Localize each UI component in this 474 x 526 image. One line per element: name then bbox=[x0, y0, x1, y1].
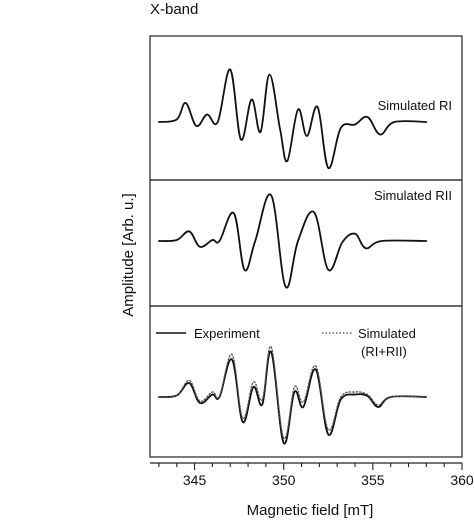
panel-frames bbox=[149, 35, 463, 458]
x-tick-label-350: 350 bbox=[272, 472, 296, 488]
panel-label-2: Simulated RII bbox=[374, 188, 452, 203]
y-axis-label: Amplitude [Arb. u.] bbox=[120, 193, 137, 316]
band-title: X-band bbox=[150, 1, 198, 18]
series-line-1-1 bbox=[158, 68, 428, 169]
panel-frame-3 bbox=[149, 305, 463, 458]
panel-label-1: Simulated RI bbox=[378, 98, 452, 113]
legend-label-experiment: Experiment bbox=[194, 326, 260, 341]
x-tick-label-355: 355 bbox=[361, 472, 385, 488]
series-line-3-2 bbox=[158, 346, 427, 440]
x-axis: 345 350 355 360 bbox=[150, 462, 474, 488]
x-axis-label: Magnetic field [mT] bbox=[247, 502, 374, 519]
x-tick-label-360: 360 bbox=[450, 472, 474, 488]
legend-label-simulated-line2: (RI+RII) bbox=[361, 344, 407, 359]
legend-label-simulated: Simulated bbox=[358, 326, 416, 341]
x-tick-label-345: 345 bbox=[183, 472, 207, 488]
plot-area: Simulated RI Simulated RII Experiment Simul… bbox=[156, 68, 452, 445]
series-line-2-1 bbox=[158, 193, 428, 289]
